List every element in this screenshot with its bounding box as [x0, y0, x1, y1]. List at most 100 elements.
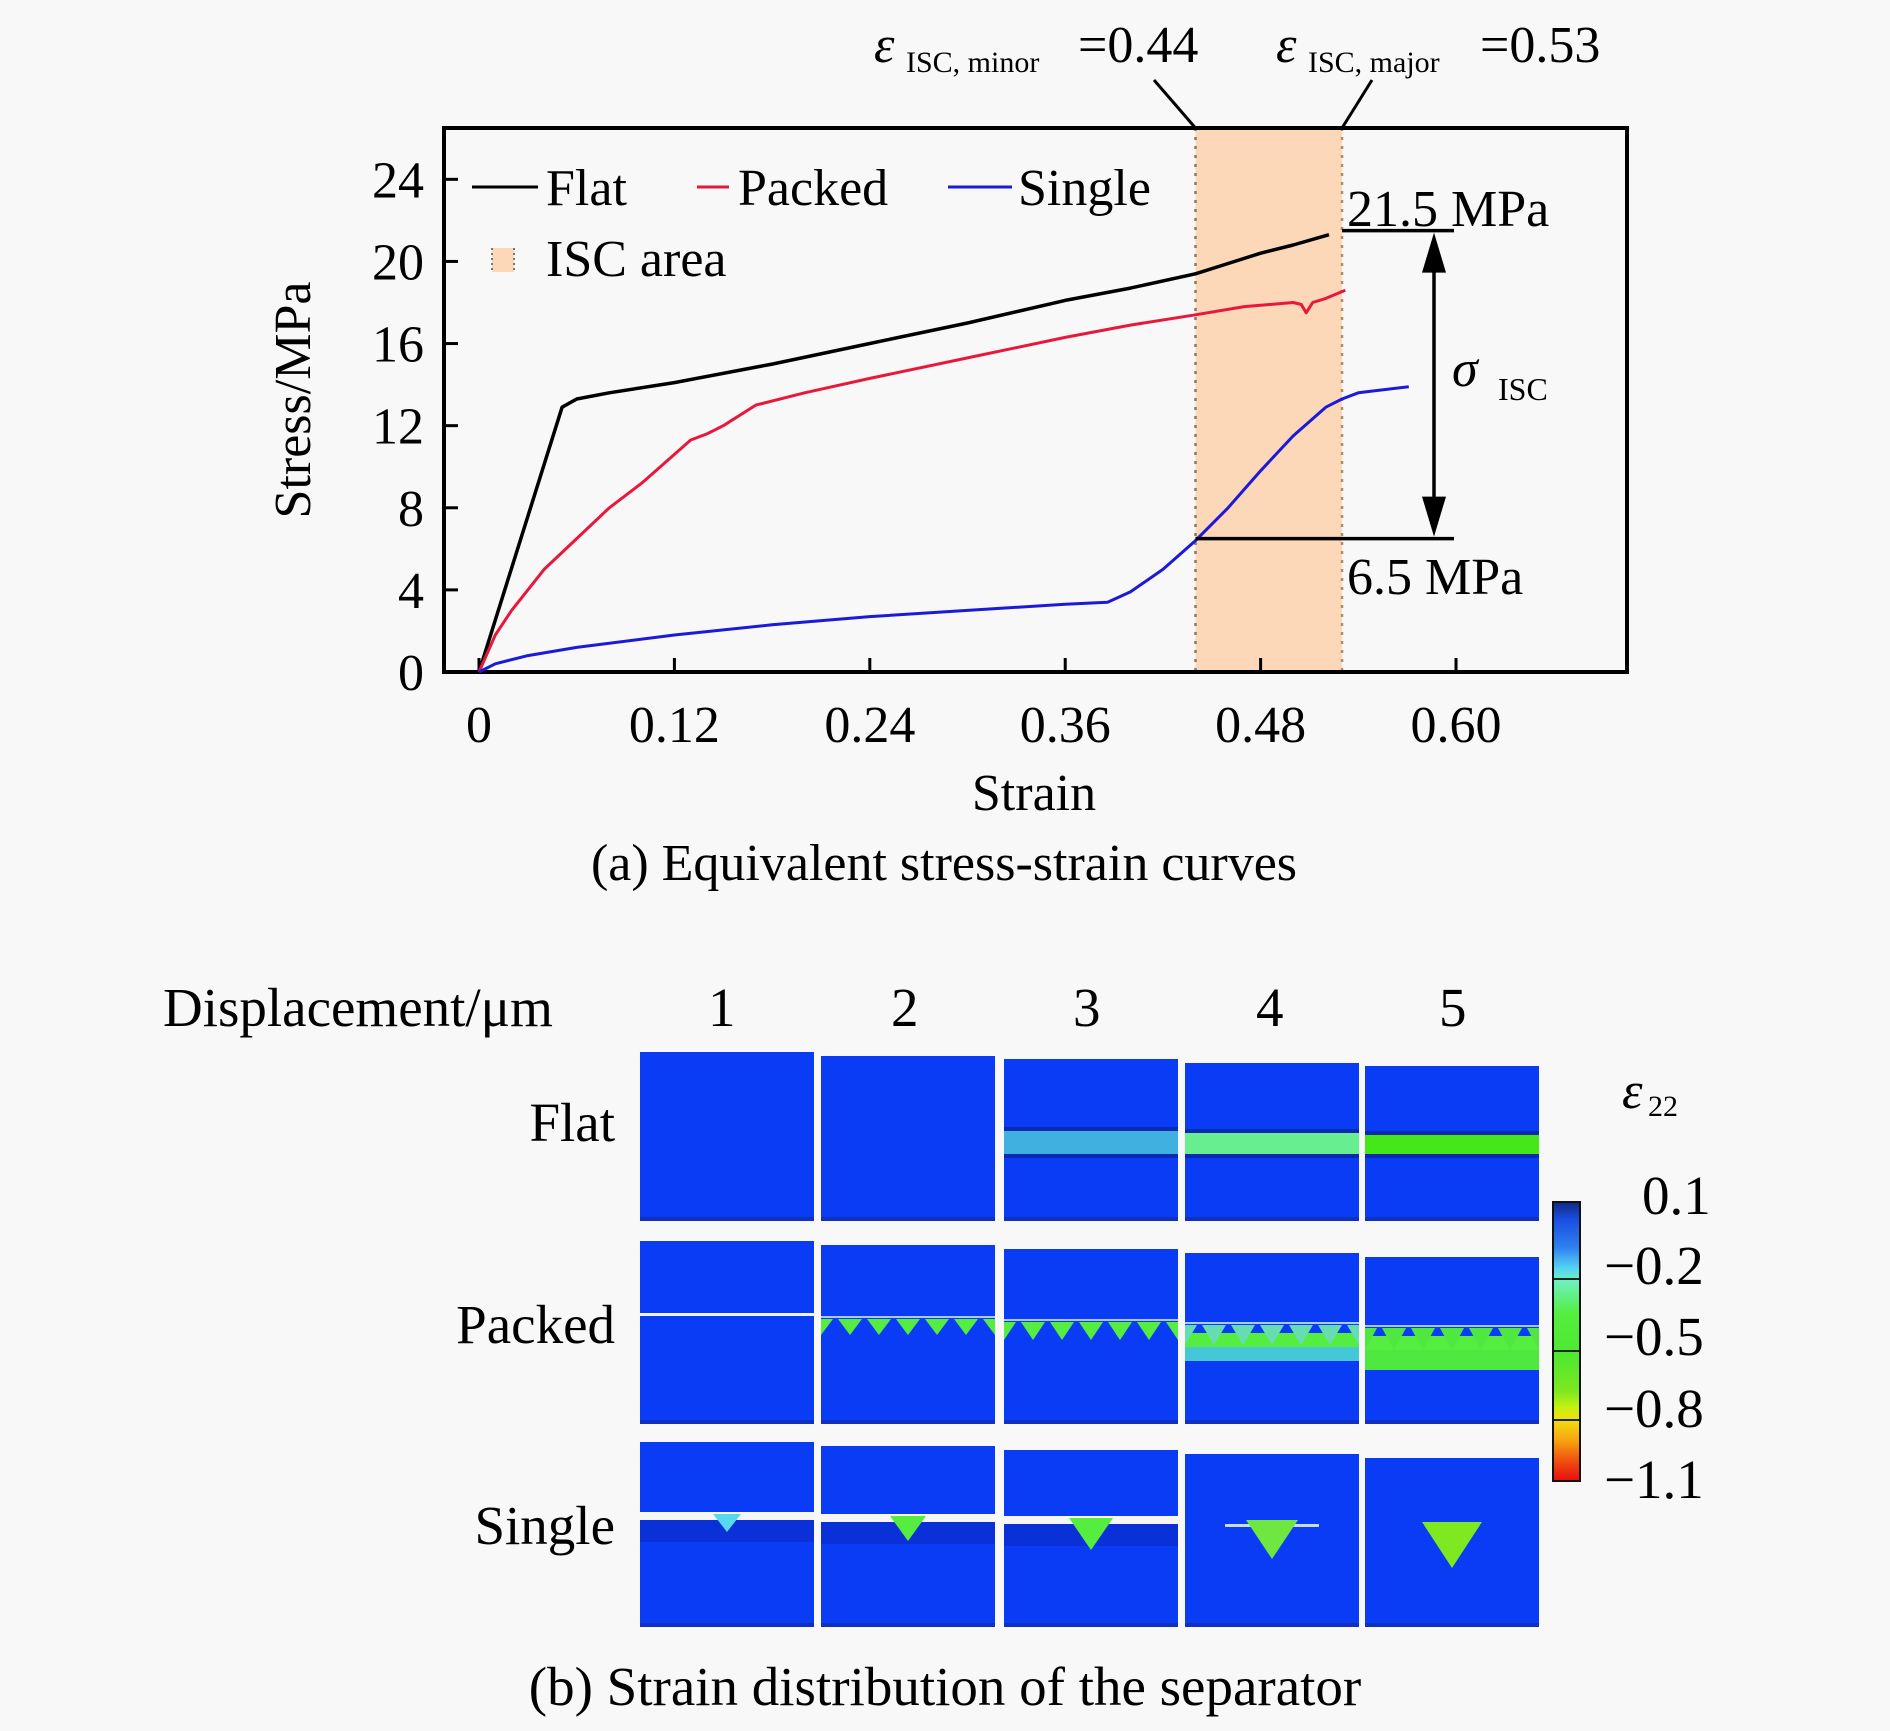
- column-label-2: 2: [891, 977, 919, 1038]
- contact-crest: [773, 1316, 797, 1322]
- contact-crest: [983, 1319, 995, 1335]
- legend-label-isc: ISC area: [546, 231, 726, 288]
- panel-bottom-edge: [1365, 1420, 1539, 1424]
- strain-panel-packed-4: [1185, 1253, 1359, 1424]
- panel-bottom-edge: [640, 1217, 814, 1221]
- x-axis-label: Strain: [972, 765, 1096, 822]
- column-label-3: 3: [1073, 977, 1101, 1038]
- x-tick-label: 0.60: [1411, 697, 1502, 754]
- y-tick-label: 16: [372, 317, 424, 374]
- series-line-flat: [477, 233, 1330, 673]
- panel-bottom-edge: [1004, 1623, 1178, 1627]
- contact-crest: [1108, 1322, 1132, 1340]
- eps-minor-value: =0.44: [1078, 17, 1198, 74]
- contact-crest: [1166, 1322, 1178, 1340]
- panel-bottom-edge: [1004, 1217, 1178, 1221]
- panel-bottom-edge: [1185, 1623, 1359, 1627]
- contact-crest: [1365, 1328, 1377, 1350]
- caption-a: (a) Equivalent stress-strain curves: [591, 835, 1297, 892]
- panel-bottom-edge: [640, 1420, 814, 1424]
- series-line-single: [478, 385, 1409, 674]
- strain-band: [1185, 1133, 1359, 1154]
- legend-swatch-isc: [492, 248, 514, 272]
- interface-line: [821, 1316, 995, 1318]
- panel-bottom-edge: [640, 1623, 814, 1627]
- contact-crest: [1440, 1328, 1464, 1350]
- isc-area-layer: [1194, 128, 1344, 672]
- colorbar: [1552, 1201, 1581, 1482]
- series-line-packed: [477, 288, 1346, 673]
- arrow-head-down: [1422, 496, 1446, 537]
- displacement-header: Displacement/μm: [163, 977, 553, 1038]
- panel-bottom-edge: [821, 1623, 995, 1627]
- strain-panel-single-4: [1185, 1454, 1359, 1627]
- strain-panel-packed-3: [1004, 1249, 1178, 1424]
- y-tick-label: 4: [398, 563, 424, 620]
- strain-band: [1004, 1131, 1178, 1154]
- indentation-tip: [1069, 1518, 1113, 1550]
- panel-bottom-edge: [1365, 1217, 1539, 1221]
- colorbar-title-subscript: 22: [1648, 1090, 1678, 1123]
- column-label-1: 1: [708, 977, 736, 1038]
- eps-minor-leader-line: [1152, 79, 1197, 129]
- strain-band-edge: [1185, 1129, 1359, 1133]
- contact-crest: [838, 1319, 862, 1335]
- stress-strain-chart: 0 0.12 0.24 0.36 0.48 0.60 0 4 8 12 16 20 24 ε ISC, …: [265, 17, 1629, 892]
- strain-panel-packed-1: [640, 1241, 814, 1424]
- strain-band-edge: [1004, 1154, 1178, 1158]
- strain-panel-single-1: [640, 1442, 814, 1627]
- legend-label-packed: Packed: [738, 160, 888, 217]
- contact-crest: [1498, 1328, 1522, 1350]
- x-tick-label: 0: [466, 697, 492, 754]
- isc-area: [1195, 128, 1343, 672]
- contact-crest: [657, 1316, 681, 1322]
- colorbar-tick-1: −0.2: [1604, 1235, 1704, 1296]
- annotations-layer: [1152, 79, 1454, 541]
- indentation-tip: [1422, 1522, 1482, 1568]
- contact-crest: [896, 1319, 920, 1335]
- contact-crest: [1527, 1328, 1539, 1350]
- panel-bottom-edge: [1365, 1623, 1539, 1627]
- indentation-tip: [1246, 1520, 1298, 1559]
- contact-crest: [1137, 1322, 1161, 1340]
- colorbar-tick-0: 0.1: [1642, 1165, 1711, 1226]
- strain-panel-single-3: [1004, 1450, 1178, 1627]
- contact-crest: [802, 1316, 814, 1322]
- strain-panel-packed-5: [1365, 1257, 1539, 1424]
- y-tick-label: 24: [372, 152, 424, 209]
- contact-crest: [744, 1316, 768, 1322]
- x-tick-label: 0.36: [1020, 697, 1111, 754]
- contact-crest: [1021, 1322, 1045, 1340]
- strain-panel-flat-2: [821, 1056, 995, 1221]
- contact-crest: [1289, 1325, 1313, 1345]
- strain-panel-flat-3: [1004, 1059, 1178, 1221]
- y-tick-label: 8: [398, 481, 424, 538]
- x-tick-label: 0.24: [824, 697, 915, 754]
- strain-band: [1365, 1135, 1539, 1154]
- y-tick-label: 0: [398, 645, 424, 702]
- eps-major-symbol: ε: [1276, 17, 1297, 74]
- strain-band-edge: [1365, 1131, 1539, 1135]
- axes: 0 0.12 0.24 0.36 0.48 0.60 0 4 8 12 16 20 24: [372, 126, 1629, 754]
- contact-crest: [1185, 1325, 1197, 1345]
- eps-minor-subscript: ISC, minor: [906, 46, 1039, 79]
- contact-crest: [1231, 1325, 1255, 1345]
- sigma-isc-subscript: ISC: [1498, 371, 1548, 407]
- strain-band-edge: [1004, 1127, 1178, 1131]
- contact-crest: [867, 1319, 891, 1335]
- interface-line: [1365, 1325, 1539, 1327]
- y-tick-label: 12: [372, 399, 424, 456]
- contact-crest: [1050, 1322, 1074, 1340]
- strain-band-edge: [1185, 1154, 1359, 1158]
- legend: Flat Packed Single ISC area: [472, 160, 1151, 288]
- contact-crest: [1382, 1328, 1406, 1350]
- strain-panel-flat-4: [1185, 1063, 1359, 1221]
- strain-panel-packed-2: [821, 1245, 995, 1424]
- series-layer: [477, 233, 1409, 674]
- caption-b: (b) Strain distribution of the separator: [528, 1656, 1362, 1717]
- eps-major-subscript: ISC, major: [1308, 46, 1440, 79]
- row-label-single: Single: [474, 1495, 615, 1556]
- colorbar-divider: [1554, 1277, 1579, 1280]
- colorbar-divider: [1554, 1349, 1579, 1352]
- indentation-tip: [890, 1516, 926, 1541]
